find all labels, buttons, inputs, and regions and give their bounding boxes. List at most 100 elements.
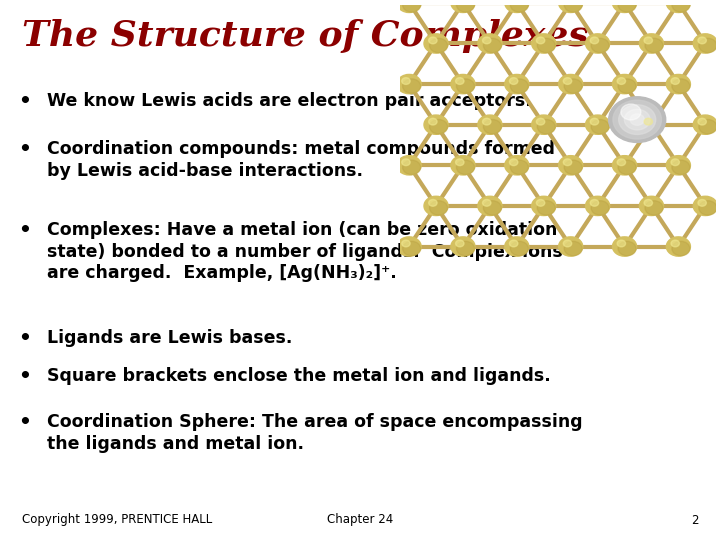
Circle shape [536,118,545,125]
Text: Coordination Sphere: The area of space encompassing
the ligands and metal ion.: Coordination Sphere: The area of space e… [47,413,582,453]
Circle shape [505,75,529,94]
Circle shape [505,237,529,256]
Circle shape [639,115,664,134]
Circle shape [590,118,598,125]
Circle shape [563,159,572,166]
Circle shape [693,34,717,53]
Text: •: • [18,367,31,386]
Circle shape [510,241,528,256]
Circle shape [505,156,529,175]
Circle shape [456,160,474,174]
Circle shape [402,160,420,174]
Circle shape [699,201,717,215]
Circle shape [630,114,644,125]
Circle shape [672,160,690,174]
Circle shape [402,0,410,3]
Text: Square brackets enclose the metal ion and ligands.: Square brackets enclose the metal ion an… [47,367,551,385]
Circle shape [402,241,420,256]
Circle shape [618,79,636,93]
Circle shape [397,75,421,94]
Circle shape [645,119,663,134]
Circle shape [430,201,448,215]
Circle shape [613,100,662,139]
Circle shape [510,78,518,84]
Circle shape [482,118,491,125]
Circle shape [430,119,448,134]
Circle shape [563,240,572,247]
Circle shape [617,240,626,247]
Circle shape [456,78,464,84]
Circle shape [693,196,717,215]
Circle shape [424,196,448,215]
Circle shape [563,0,572,3]
Circle shape [537,201,555,215]
Circle shape [510,79,528,93]
Circle shape [531,115,556,134]
Circle shape [531,34,556,53]
Circle shape [666,0,690,12]
Circle shape [645,201,663,215]
Circle shape [456,241,474,256]
Circle shape [397,237,421,256]
Text: •: • [18,221,31,240]
Text: Chapter 24: Chapter 24 [327,514,393,526]
Circle shape [613,156,636,175]
Circle shape [397,156,421,175]
Circle shape [590,37,598,44]
Text: •: • [18,92,31,111]
Circle shape [505,0,529,12]
Circle shape [564,0,582,12]
Text: We know Lewis acids are electron pair acceptors.: We know Lewis acids are electron pair ac… [47,92,531,110]
Circle shape [483,201,501,215]
Text: •: • [18,329,31,348]
Text: 2: 2 [691,514,698,526]
Text: •: • [18,413,31,432]
Circle shape [585,34,610,53]
Circle shape [671,240,680,247]
Circle shape [693,115,717,134]
Circle shape [613,75,636,94]
Circle shape [510,160,528,174]
Circle shape [456,0,474,12]
Circle shape [456,240,464,247]
Circle shape [402,79,420,93]
Circle shape [590,199,598,206]
Circle shape [644,199,652,206]
Circle shape [559,237,582,256]
Circle shape [537,38,555,53]
Circle shape [559,156,582,175]
Circle shape [478,115,502,134]
Circle shape [591,201,609,215]
Circle shape [617,159,626,166]
Circle shape [618,241,636,256]
Circle shape [424,115,448,134]
Circle shape [618,0,636,12]
Circle shape [613,0,636,12]
Circle shape [591,119,609,134]
Circle shape [510,240,518,247]
Text: •: • [18,140,31,159]
Circle shape [510,159,518,166]
Circle shape [617,78,626,84]
Circle shape [624,109,650,130]
Circle shape [671,159,680,166]
Circle shape [563,78,572,84]
Circle shape [451,0,475,12]
Circle shape [671,0,680,3]
Circle shape [478,196,502,215]
Circle shape [699,119,717,134]
Circle shape [536,37,545,44]
Text: The Structure of Complexes: The Structure of Complexes [22,19,588,53]
Circle shape [483,38,501,53]
Circle shape [672,79,690,93]
Circle shape [698,199,706,206]
Circle shape [424,34,448,53]
Circle shape [559,0,582,12]
Circle shape [618,160,636,174]
Circle shape [510,0,528,12]
Text: Ligands are Lewis bases.: Ligands are Lewis bases. [47,329,292,347]
Circle shape [482,37,491,44]
Circle shape [402,159,410,166]
Circle shape [672,0,690,12]
Circle shape [451,237,475,256]
